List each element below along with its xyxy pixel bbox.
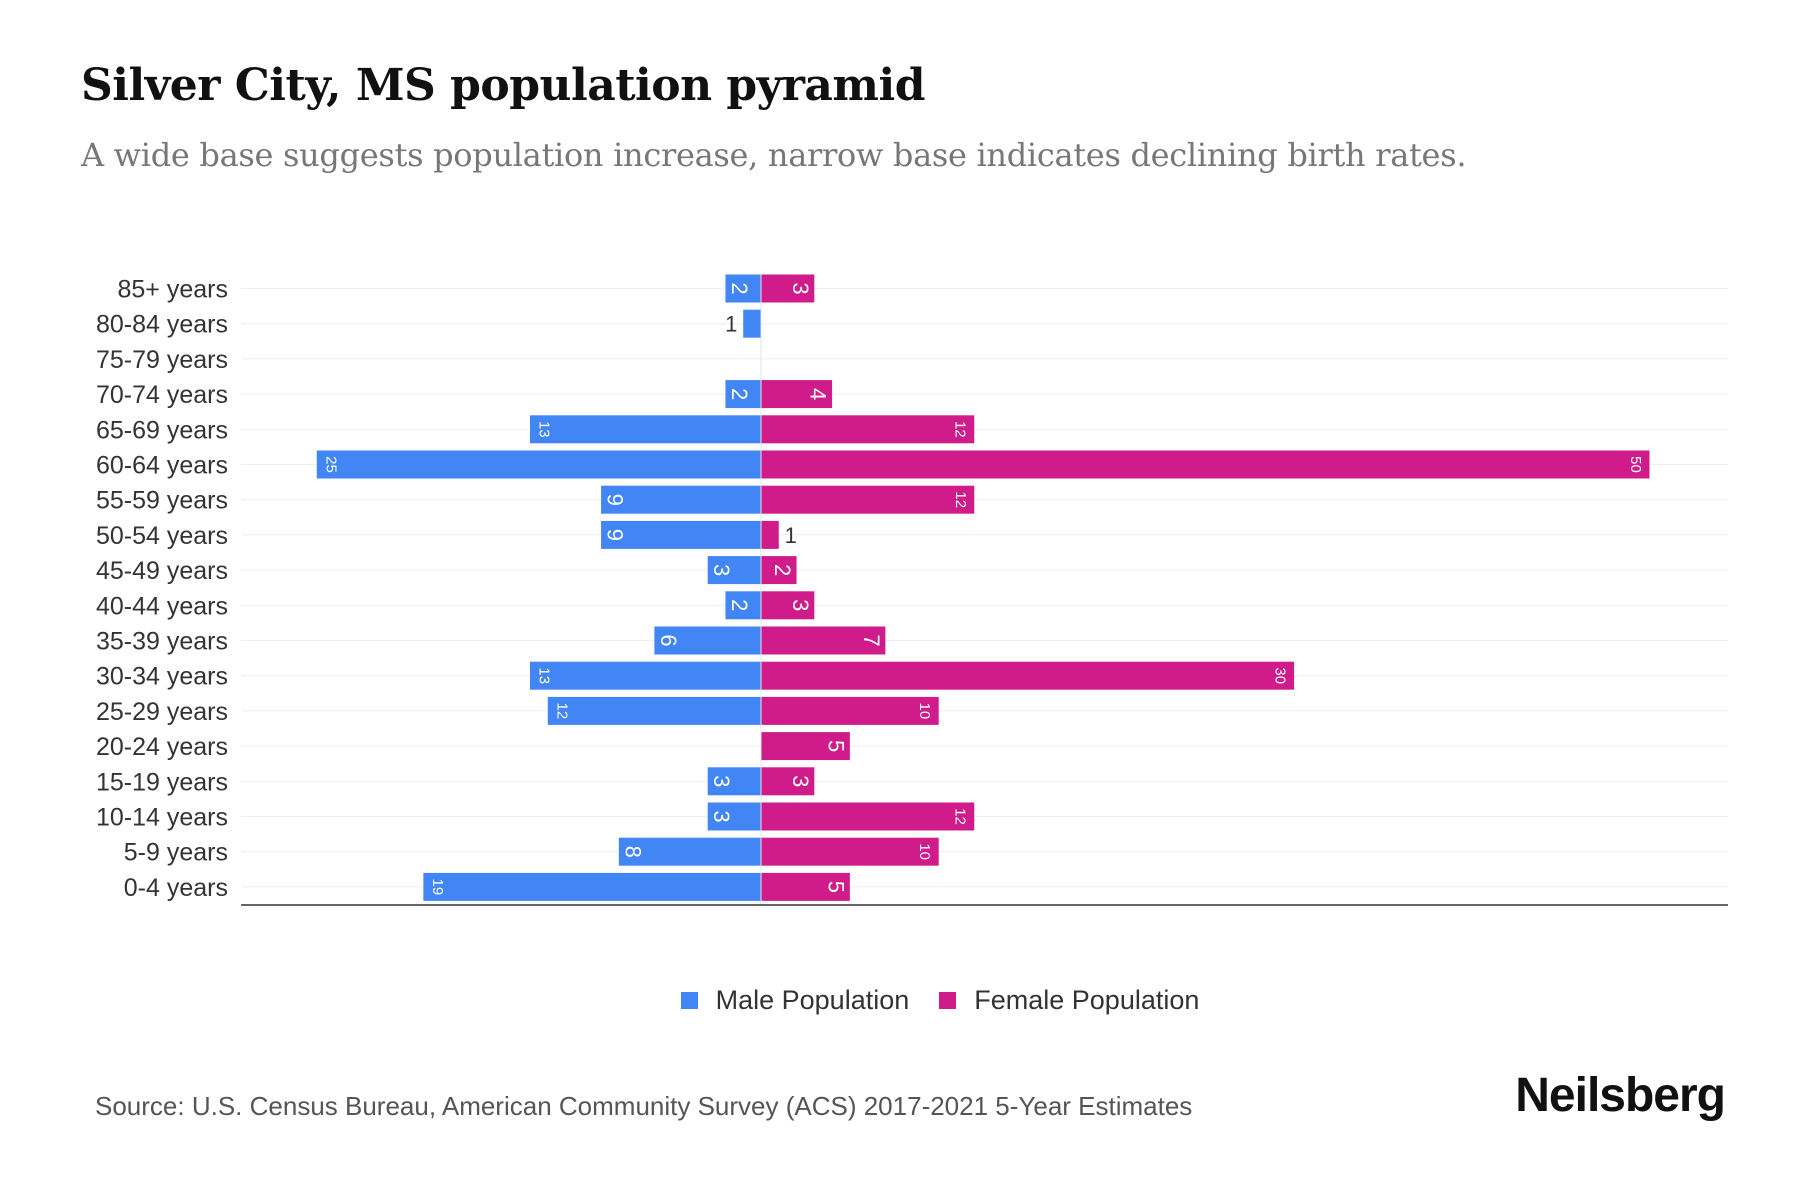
data-label: 12 bbox=[553, 703, 570, 720]
male-bar bbox=[601, 520, 761, 549]
y-tick-label: 65-69 years bbox=[96, 416, 228, 444]
female-bar bbox=[761, 274, 815, 303]
male-bar bbox=[725, 274, 761, 303]
data-label: 9 bbox=[603, 494, 628, 506]
female-bar bbox=[761, 556, 797, 585]
female-bar bbox=[761, 485, 975, 514]
female-bar bbox=[761, 837, 939, 866]
y-tick-label: 60-64 years bbox=[96, 452, 228, 480]
y-tick-label: 35-39 years bbox=[96, 628, 228, 656]
y-tick-label: 70-74 years bbox=[96, 381, 228, 409]
data-label: 3 bbox=[788, 282, 813, 294]
y-tick-label: 55-59 years bbox=[96, 487, 228, 515]
legend: Male Population Female Population bbox=[0, 985, 1800, 1016]
data-label: 2 bbox=[727, 599, 752, 611]
male-bar bbox=[547, 696, 761, 725]
data-label: 10 bbox=[916, 843, 933, 860]
y-tick-label: 15-19 years bbox=[96, 768, 228, 796]
male-bar bbox=[601, 485, 761, 514]
data-label: 9 bbox=[603, 529, 628, 541]
legend-swatch-male bbox=[680, 992, 698, 1009]
male-bar bbox=[743, 309, 761, 338]
data-label: 1 bbox=[785, 523, 797, 548]
data-label: 13 bbox=[535, 667, 552, 684]
male-bar bbox=[707, 802, 761, 831]
data-label: 3 bbox=[709, 775, 734, 787]
data-label: 8 bbox=[620, 846, 645, 858]
data-label: 4 bbox=[806, 388, 831, 400]
data-label: 2 bbox=[770, 564, 795, 576]
y-tick-label: 85+ years bbox=[118, 276, 229, 304]
data-label: 6 bbox=[656, 634, 681, 646]
y-tick-label: 75-79 years bbox=[96, 346, 228, 374]
y-tick-label: 10-14 years bbox=[96, 804, 228, 832]
male-bar bbox=[654, 626, 761, 655]
data-label: 1 bbox=[725, 312, 737, 337]
female-bar bbox=[761, 802, 975, 831]
data-label: 5 bbox=[823, 881, 848, 893]
female-bar bbox=[761, 661, 1295, 690]
chart-subtitle: A wide base suggests population increase… bbox=[81, 136, 1467, 174]
y-tick-label: 30-34 years bbox=[96, 663, 228, 691]
data-label: 3 bbox=[709, 810, 734, 822]
neilsberg-logo: Neilsberg bbox=[1515, 1069, 1726, 1122]
data-label: 3 bbox=[788, 599, 813, 611]
female-bar bbox=[761, 732, 850, 761]
data-label: 25 bbox=[322, 456, 339, 473]
data-label: 7 bbox=[859, 634, 884, 646]
female-bar bbox=[761, 380, 833, 409]
male-bar bbox=[707, 767, 761, 796]
female-bar bbox=[761, 415, 975, 444]
male-bar bbox=[725, 591, 761, 620]
legend-label-female: Female Population bbox=[974, 985, 1200, 1015]
legend-swatch-female bbox=[939, 992, 957, 1009]
data-label: 3 bbox=[788, 775, 813, 787]
y-tick-label: 40-44 years bbox=[96, 592, 228, 620]
population-pyramid-chart: 85+ years 2 3 80-84 years 1 75-79 years 70-74 … bbox=[96, 274, 1728, 906]
female-bar bbox=[761, 450, 1650, 479]
female-bar bbox=[761, 591, 815, 620]
male-bar bbox=[618, 837, 761, 866]
female-bar bbox=[761, 767, 815, 796]
y-tick-label: 20-24 years bbox=[96, 733, 228, 761]
legend-item-female[interactable]: Female Population bbox=[939, 985, 1199, 1016]
data-label: 12 bbox=[952, 421, 969, 438]
data-label: 2 bbox=[727, 388, 752, 400]
legend-label-male: Male Population bbox=[715, 985, 910, 1015]
male-bar bbox=[316, 450, 761, 479]
y-tick-label: 25-29 years bbox=[96, 698, 228, 726]
data-label: 12 bbox=[952, 491, 969, 508]
data-label: 13 bbox=[535, 421, 552, 438]
data-label: 50 bbox=[1627, 456, 1644, 473]
female-bar bbox=[761, 520, 779, 549]
legend-item-male[interactable]: Male Population bbox=[680, 985, 910, 1016]
data-label: 5 bbox=[823, 740, 848, 752]
y-tick-label: 45-49 years bbox=[96, 557, 228, 585]
data-label: 10 bbox=[916, 703, 933, 720]
data-label: 2 bbox=[727, 282, 752, 294]
male-bar bbox=[529, 661, 761, 690]
male-bar bbox=[423, 872, 761, 901]
data-label: 30 bbox=[1272, 667, 1289, 684]
y-tick-label: 5-9 years bbox=[124, 839, 228, 867]
male-bar bbox=[725, 380, 761, 409]
female-bar bbox=[761, 626, 886, 655]
male-bar bbox=[707, 556, 761, 585]
y-tick-label: 0-4 years bbox=[124, 874, 228, 902]
female-bar bbox=[761, 872, 850, 901]
source-note: Source: U.S. Census Bureau, American Com… bbox=[95, 1091, 1193, 1121]
y-tick-label: 80-84 years bbox=[96, 311, 228, 339]
chart-title: Silver City, MS population pyramid bbox=[81, 60, 925, 111]
data-label: 19 bbox=[429, 879, 446, 896]
female-bar bbox=[761, 696, 939, 725]
male-bar bbox=[529, 415, 761, 444]
y-tick-label: 50-54 years bbox=[96, 522, 228, 550]
data-label: 3 bbox=[709, 564, 734, 576]
data-label: 12 bbox=[952, 808, 969, 825]
